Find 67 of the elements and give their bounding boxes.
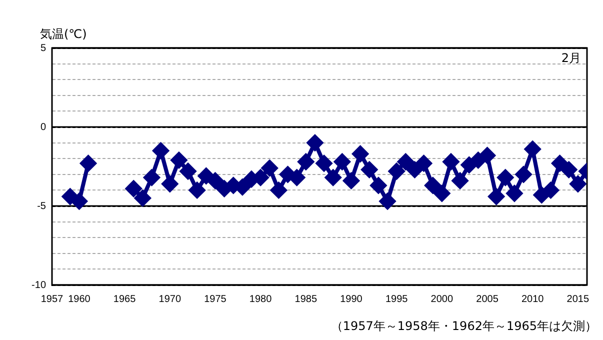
annotation: 2月: [561, 50, 581, 67]
point: [542, 182, 559, 198]
x-tick-label: 1970: [158, 294, 182, 305]
x-tick-label: 1975: [204, 294, 227, 305]
point: [62, 188, 78, 205]
point: [442, 154, 459, 170]
x-tick-label: 1990: [340, 294, 363, 305]
y-axis-title: 気温(℃): [40, 26, 87, 43]
point: [343, 172, 360, 189]
point: [288, 170, 305, 186]
x-tick-label: 2015: [566, 294, 590, 305]
point: [180, 163, 196, 180]
point: [134, 190, 151, 206]
y-tick-label: -5: [37, 200, 46, 212]
point: [361, 162, 378, 178]
x-tick-label: 1985: [294, 294, 318, 305]
point: [325, 170, 342, 186]
point: [452, 172, 468, 189]
point: [570, 176, 586, 192]
point: [316, 155, 332, 172]
point: [434, 185, 450, 202]
point: [479, 147, 496, 164]
point: [144, 170, 160, 186]
point: [170, 152, 187, 168]
x-tick-label: 1980: [249, 294, 272, 305]
point: [398, 154, 414, 170]
point: [126, 180, 142, 197]
x-tick-label: 2010: [521, 294, 544, 305]
y-tick-label: -10: [32, 280, 46, 291]
point: [152, 142, 169, 159]
x-tick-label: 1965: [113, 294, 136, 305]
x-tick-label: 1957: [40, 294, 64, 305]
point: [352, 146, 368, 162]
point: [470, 152, 486, 168]
point: [424, 177, 441, 194]
point: [534, 186, 550, 203]
y-tick-label: 5: [40, 42, 46, 54]
point: [552, 155, 568, 172]
point: [380, 193, 396, 210]
point: [207, 172, 224, 189]
point: [370, 177, 386, 194]
point: [488, 188, 504, 205]
y-tick-label: 0: [40, 122, 46, 133]
point: [198, 168, 214, 184]
point: [270, 182, 287, 198]
x-tick-label: 2005: [476, 294, 499, 305]
point: [524, 141, 541, 158]
point: [262, 160, 278, 176]
point: [497, 170, 514, 186]
point: [461, 156, 478, 173]
point: [334, 154, 350, 170]
point: [71, 193, 88, 210]
point: [516, 166, 532, 182]
point: [162, 176, 178, 192]
point: [189, 182, 206, 198]
point: [306, 134, 323, 151]
point: [388, 163, 405, 180]
text: （1957年～1958年・1962年～1965年は欠測）: [330, 318, 597, 335]
x-tick-label: 1960: [68, 294, 91, 305]
point: [298, 154, 314, 170]
point: [560, 162, 577, 178]
point: [416, 155, 432, 172]
x-tick-label: 2000: [430, 294, 454, 305]
x-tick-label: 1995: [385, 294, 408, 305]
point: [406, 162, 423, 178]
point: [80, 155, 96, 172]
point: [506, 185, 522, 202]
